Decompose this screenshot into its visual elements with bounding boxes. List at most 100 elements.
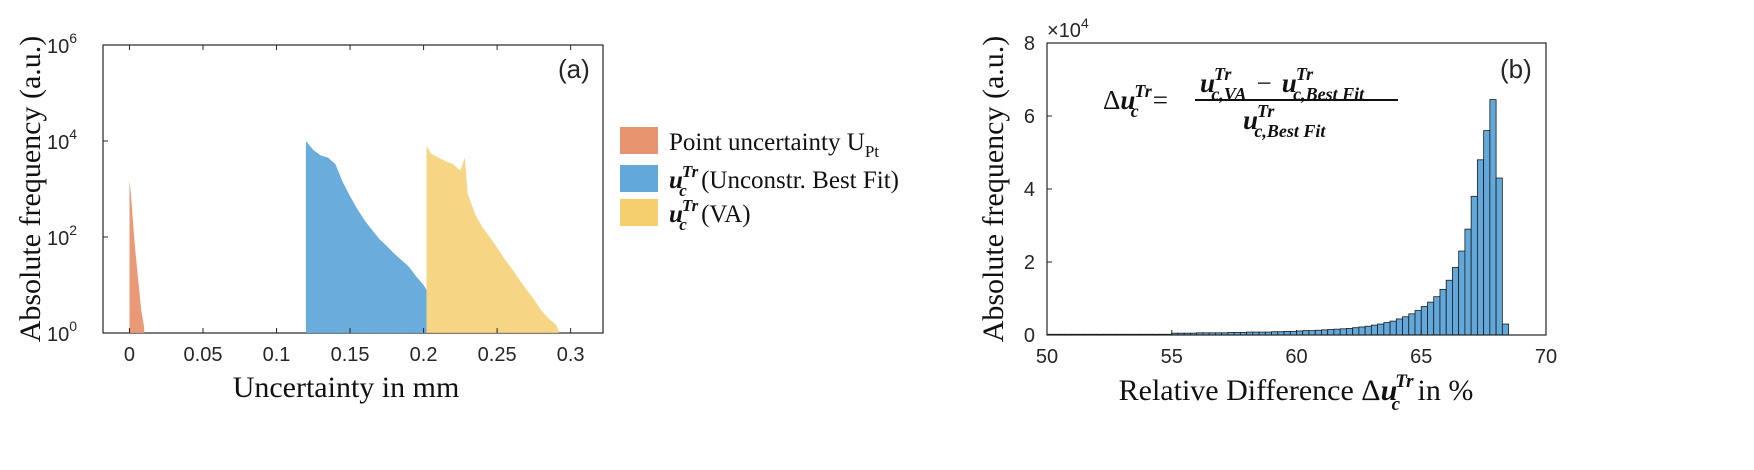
num-minus: − <box>1257 68 1272 98</box>
formula-delta: Δ <box>1103 85 1120 115</box>
histogram-bar <box>1483 130 1491 336</box>
legend-swatch <box>620 199 658 226</box>
y-tick-label: 102 <box>47 222 77 250</box>
formula-lhs-u: u <box>1120 85 1135 115</box>
panel-b-label: (b) <box>1500 54 1532 84</box>
histogram-bar <box>1308 330 1316 336</box>
histogram-bar <box>1402 316 1410 336</box>
legend-swatch <box>620 127 658 154</box>
histogram-bar <box>1408 313 1416 336</box>
histogram-bar <box>1476 159 1485 336</box>
x-tick-label: 0.3 <box>557 344 585 366</box>
x-tick-label: 0 <box>124 344 135 366</box>
histogram-bar <box>1458 250 1466 336</box>
x-tick-label: 70 <box>1535 346 1557 368</box>
y-tick-label: 4 <box>1024 179 1035 201</box>
formula-lhs-sup: Tr <box>1134 81 1152 101</box>
histogram-bar <box>1395 318 1403 336</box>
histogram-series-3 <box>426 145 559 333</box>
den-sub: c,Best Fit <box>1254 121 1326 141</box>
legend-swatch <box>620 165 658 192</box>
y-tick-label: 2 <box>1024 252 1035 274</box>
x-tick-label: 0.1 <box>263 344 291 366</box>
histogram-bar <box>1296 330 1304 336</box>
histogram-bar <box>1352 327 1360 336</box>
y-tick-label: 106 <box>47 30 77 58</box>
legend-sup: Tr <box>682 196 699 215</box>
x-tick-label: 55 <box>1161 346 1183 368</box>
x-tick-label: 0.2 <box>410 344 438 366</box>
y-tick-exponent: 2 <box>69 222 77 238</box>
histogram-bar <box>1420 306 1428 336</box>
delta-u-formula: ΔuTr c = uTr c,VA − uTr c,Best Fit uTr c,Best F… <box>1103 64 1398 141</box>
histogram-bar <box>1327 329 1335 336</box>
legend-sub: c <box>679 181 687 200</box>
x-tick-label: 50 <box>1036 346 1058 368</box>
den-u: u <box>1243 105 1258 135</box>
x-tick-label: 0.25 <box>478 344 517 366</box>
panel-b-x-ticks: 50 55 60 65 70 <box>1036 330 1557 368</box>
panel-a-histogram-bars <box>129 141 559 333</box>
histogram-bar <box>1445 279 1453 336</box>
legend-symbol: u <box>669 201 683 228</box>
histogram-bar <box>1364 325 1372 336</box>
histogram-bar <box>1389 320 1397 336</box>
multiplier-times: × <box>1047 20 1059 42</box>
histogram-bar <box>1377 323 1385 336</box>
y-tick-label: 0 <box>1024 325 1035 347</box>
histogram-bar <box>1452 267 1460 336</box>
panel-a-y-axis-label: Absolute frequency (a.u.) <box>14 36 47 343</box>
histogram-bar <box>1464 228 1472 336</box>
x-tick-label: 65 <box>1410 346 1432 368</box>
x-label-sub: c <box>1392 394 1401 415</box>
panel-b-y-multiplier: ×104 <box>1047 15 1089 42</box>
panel-b-x-axis-label: Relative Difference ΔuTr c in % <box>1119 371 1474 415</box>
legend-entry-1: Point uncertainty UPt <box>669 129 879 161</box>
histogram-bar <box>1314 329 1322 336</box>
legend-sub: c <box>679 215 687 234</box>
legend-text: (Unconstr. Best Fit) <box>695 167 899 194</box>
y-tick-label: 8 <box>1024 33 1035 55</box>
histogram-bar <box>1501 323 1509 336</box>
formula-lhs-sub: c <box>1131 101 1139 121</box>
den-sup: Tr <box>1257 101 1275 121</box>
histogram-bar <box>1370 324 1378 336</box>
x-label-delta: Δ <box>1361 374 1380 407</box>
y-tick-label: 100 <box>47 318 77 346</box>
histogram-bar <box>1383 322 1391 336</box>
x-label-sup: Tr <box>1395 371 1414 392</box>
histogram-series-2 <box>305 141 427 333</box>
x-label-text: Relative Difference <box>1119 374 1354 407</box>
panel-b-histogram-bars <box>1046 99 1509 336</box>
histogram-series-1 <box>129 180 145 333</box>
legend-sup: Tr <box>682 162 699 181</box>
histogram-bar <box>1302 330 1310 336</box>
legend-text: Point uncertainty U <box>669 129 865 156</box>
y-tick-exponent: 6 <box>69 30 77 46</box>
y-tick-label: 104 <box>47 126 77 154</box>
formula-denominator: uTr c,Best Fit <box>1243 101 1326 141</box>
histogram-bar <box>1495 177 1503 336</box>
legend-entry-2: uTr c (Unconstr. Best Fit) <box>669 162 899 200</box>
histogram-bar <box>1433 296 1441 336</box>
histogram-bar <box>1321 329 1329 336</box>
histogram-bar <box>1339 328 1347 336</box>
x-tick-label: 0.15 <box>331 344 370 366</box>
y-tick-base: 10 <box>47 324 69 346</box>
multiplier-base: 10 <box>1059 20 1081 42</box>
multiplier-exponent: 4 <box>1081 15 1089 31</box>
formula-equals: = <box>1153 85 1168 115</box>
x-label-space <box>1354 374 1362 407</box>
histogram-bar <box>1470 195 1478 336</box>
histogram-bar <box>1414 310 1422 336</box>
histogram-bar <box>1333 328 1341 336</box>
num-sup-a: Tr <box>1214 64 1232 84</box>
legend-entry-3: uTr c (VA) <box>669 196 751 234</box>
histogram-bar <box>1358 326 1366 336</box>
num-u-a: u <box>1200 68 1215 98</box>
y-tick-label: 6 <box>1024 106 1035 128</box>
